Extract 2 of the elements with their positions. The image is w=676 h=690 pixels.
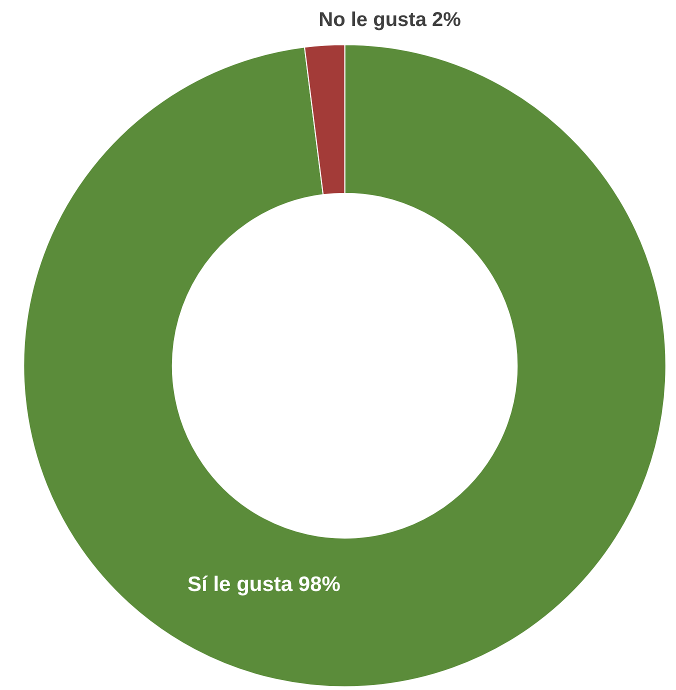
slice-label: No le gusta 2% — [318, 9, 462, 31]
slice-label: Sí le gusta 98% — [188, 572, 341, 596]
